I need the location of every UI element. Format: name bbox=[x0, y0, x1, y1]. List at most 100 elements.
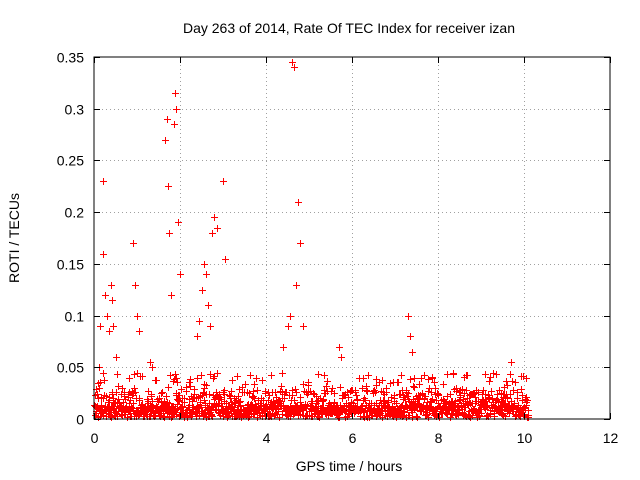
data-point bbox=[131, 385, 138, 392]
data-point bbox=[436, 414, 443, 421]
data-point bbox=[201, 397, 208, 404]
data-point bbox=[148, 393, 155, 400]
data-point bbox=[155, 398, 162, 405]
data-point bbox=[313, 393, 320, 400]
data-point bbox=[453, 388, 460, 395]
data-point bbox=[204, 406, 211, 413]
data-point bbox=[429, 375, 436, 382]
data-point bbox=[168, 292, 175, 299]
data-point bbox=[165, 183, 172, 190]
data-point bbox=[478, 410, 485, 417]
data-point bbox=[486, 394, 493, 401]
data-point bbox=[101, 377, 108, 384]
data-point bbox=[187, 376, 194, 383]
data-point bbox=[363, 387, 370, 394]
data-point bbox=[194, 333, 201, 340]
data-point bbox=[208, 412, 215, 419]
data-point bbox=[424, 411, 431, 418]
data-point bbox=[321, 387, 328, 394]
data-point bbox=[310, 390, 317, 397]
data-point bbox=[425, 414, 432, 421]
x-axis-label: GPS time / hours bbox=[296, 458, 403, 474]
data-point bbox=[158, 390, 165, 397]
data-point bbox=[398, 372, 405, 379]
data-point bbox=[292, 386, 299, 393]
data-point bbox=[290, 411, 297, 418]
data-point bbox=[247, 372, 254, 379]
data-point bbox=[209, 230, 216, 237]
data-point bbox=[512, 379, 519, 386]
data-point bbox=[162, 137, 169, 144]
y-tick-label: 0.3 bbox=[65, 102, 85, 118]
data-point bbox=[373, 382, 380, 389]
data-point bbox=[131, 371, 138, 378]
data-point bbox=[262, 388, 269, 395]
data-point bbox=[130, 240, 137, 247]
data-point bbox=[272, 389, 279, 396]
data-point bbox=[429, 396, 436, 403]
data-point bbox=[353, 392, 360, 399]
grid bbox=[94, 57, 610, 419]
x-tick-label: 12 bbox=[603, 430, 619, 446]
data-point bbox=[320, 396, 327, 403]
data-point bbox=[295, 199, 302, 206]
data-point bbox=[194, 375, 201, 382]
data-point bbox=[407, 333, 414, 340]
data-point bbox=[466, 399, 473, 406]
data-point bbox=[220, 178, 227, 185]
data-point bbox=[324, 378, 331, 385]
data-point bbox=[354, 396, 361, 403]
data-point bbox=[472, 394, 479, 401]
data-point bbox=[300, 323, 307, 330]
data-point bbox=[145, 388, 152, 395]
data-point bbox=[285, 323, 292, 330]
data-point bbox=[360, 375, 367, 382]
data-point bbox=[156, 395, 163, 402]
data-point bbox=[525, 407, 532, 414]
data-point bbox=[109, 297, 116, 304]
data-point bbox=[183, 388, 190, 395]
data-point bbox=[337, 384, 344, 391]
data-point bbox=[175, 219, 182, 226]
data-point bbox=[359, 385, 366, 392]
data-point bbox=[508, 359, 515, 366]
data-point bbox=[411, 384, 418, 391]
data-point bbox=[450, 371, 457, 378]
data-point bbox=[177, 271, 184, 278]
data-point bbox=[323, 383, 330, 390]
data-point bbox=[401, 409, 408, 416]
data-point bbox=[127, 397, 134, 404]
data-point bbox=[250, 411, 257, 418]
data-point bbox=[426, 385, 433, 392]
data-point bbox=[523, 402, 530, 409]
data-point bbox=[494, 391, 501, 398]
data-point bbox=[108, 282, 115, 289]
data-point bbox=[487, 374, 494, 381]
data-point bbox=[161, 398, 168, 405]
data-point bbox=[266, 392, 273, 399]
data-point bbox=[236, 399, 243, 406]
data-point bbox=[234, 409, 241, 416]
data-point bbox=[279, 370, 286, 377]
data-point bbox=[329, 385, 336, 392]
data-point bbox=[100, 251, 107, 258]
data-point bbox=[297, 394, 304, 401]
data-point bbox=[189, 398, 196, 405]
y-tick-label: 0 bbox=[76, 412, 84, 428]
data-point bbox=[293, 389, 300, 396]
data-point bbox=[239, 384, 246, 391]
data-point bbox=[110, 323, 117, 330]
data-point bbox=[497, 406, 504, 413]
data-point bbox=[455, 403, 462, 410]
data-point bbox=[206, 391, 213, 398]
axis-ticks bbox=[94, 57, 611, 420]
data-point bbox=[205, 302, 212, 309]
data-point bbox=[421, 372, 428, 379]
data-point bbox=[300, 381, 307, 388]
data-point bbox=[447, 391, 454, 398]
data-point bbox=[109, 391, 116, 398]
data-point bbox=[198, 372, 205, 379]
data-point bbox=[149, 364, 156, 371]
data-point bbox=[198, 404, 205, 411]
data-point bbox=[100, 370, 107, 377]
